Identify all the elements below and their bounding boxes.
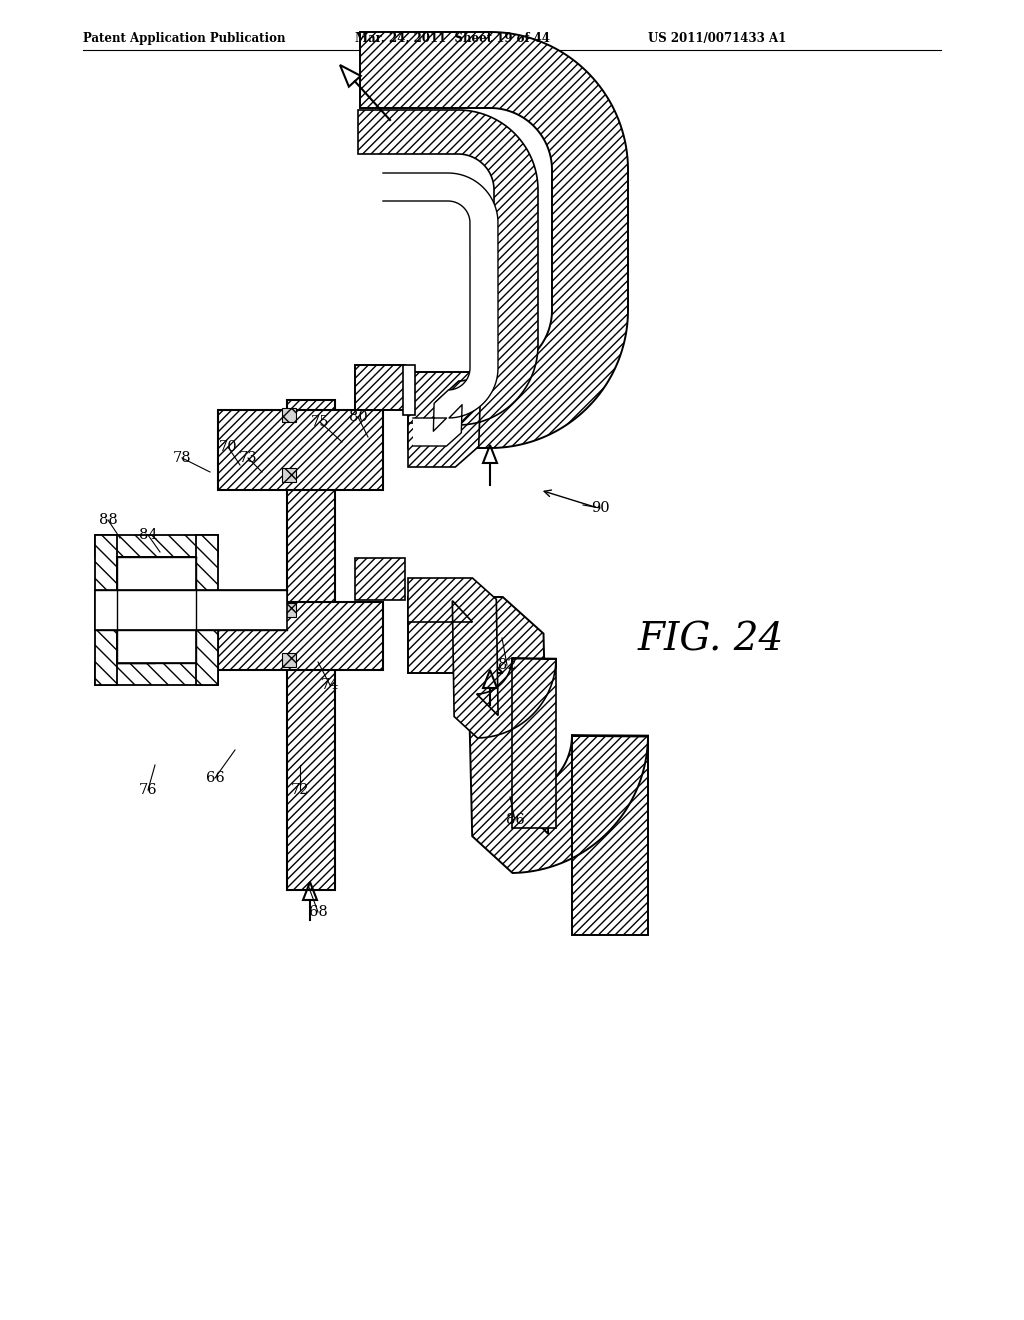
Text: US 2011/0071433 A1: US 2011/0071433 A1 [648,32,786,45]
Bar [95,535,117,685]
Bar [117,642,155,663]
Text: 88: 88 [98,513,118,527]
Bar [95,663,218,685]
Polygon shape [358,110,538,467]
Text: 76: 76 [138,783,158,797]
Bar [218,602,383,671]
Bar [282,653,296,667]
Bar [196,535,218,685]
Text: 78: 78 [173,451,191,465]
Text: 66: 66 [206,771,224,785]
Text: 90: 90 [591,502,609,515]
Polygon shape [408,597,648,935]
Bar [355,366,406,411]
Text: 70: 70 [219,440,238,454]
Text: Mar. 24, 2011  Sheet 19 of 44: Mar. 24, 2011 Sheet 19 of 44 [355,32,550,45]
Polygon shape [383,173,498,446]
Text: 68: 68 [308,906,328,919]
Text: 72: 72 [291,783,309,797]
Bar [282,603,296,616]
Text: Patent Application Publication: Patent Application Publication [83,32,286,45]
Text: 74: 74 [321,678,339,692]
Polygon shape [360,32,628,447]
Bar [282,469,296,482]
Text: FIG. 24: FIG. 24 [638,622,784,659]
Text: 82: 82 [498,657,516,672]
Bar [218,411,383,490]
Bar [287,400,335,890]
Bar [403,366,415,414]
Text: 84: 84 [138,528,158,543]
Bar [95,535,218,557]
Polygon shape [408,578,556,828]
Text: 75: 75 [310,414,330,429]
Text: 80: 80 [348,411,368,424]
Bar [117,557,196,663]
Bar [95,590,287,630]
Bar [282,408,296,422]
Text: 86: 86 [506,813,524,828]
Bar [355,558,406,601]
Bar [117,557,155,579]
Text: 73: 73 [239,451,257,465]
